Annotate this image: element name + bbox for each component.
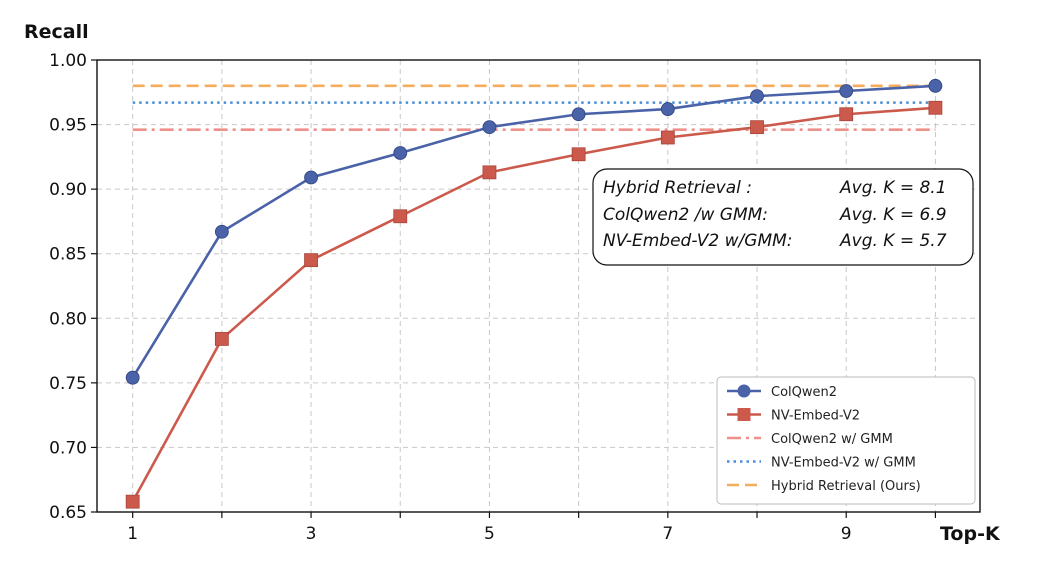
y-tick-label: 0.75	[49, 374, 87, 394]
ticks: 0.65 0.70 0.75 0.80 0.85 0.90 0.95 1.00 1 3 5 7 9	[49, 51, 937, 544]
point-colqwen2	[928, 78, 943, 93]
y-tick-label: 0.85	[49, 245, 87, 265]
grid	[97, 60, 980, 512]
point-colqwen2	[660, 102, 675, 116]
x-tick-label: 5	[484, 524, 495, 544]
legend-label-nv-embed-v2-w-gmm: NV-Embed-V2 w/ GMM	[771, 456, 916, 471]
legend-frame	[716, 376, 976, 505]
annotation-method-nvembed-gmm: NV-Embed-V2 w/GMM:	[603, 231, 793, 251]
y-tick-label: 0.95	[49, 116, 87, 136]
x-axis-title: Top-K	[940, 523, 1001, 545]
point-nv-embed-v2	[393, 209, 408, 224]
legend-label-colqwen2: ColQwen2	[771, 385, 837, 400]
y-tick-label: 0.70	[49, 438, 87, 458]
series	[125, 78, 943, 509]
x-tick-label: 1	[127, 524, 138, 544]
y-tick-label: 1.00	[49, 51, 87, 71]
x-tick-label: 7	[662, 524, 673, 544]
point-nv-embed-v2	[750, 120, 764, 135]
point-nv-embed-v2	[304, 253, 318, 268]
point-nv-embed-v2	[928, 100, 943, 115]
annotation-frame	[592, 168, 974, 266]
annotation-avg-hybrid: Avg. K = 8.1	[839, 178, 947, 198]
point-nv-embed-v2	[125, 494, 140, 509]
point-colqwen2	[304, 170, 318, 185]
series-line-nv-embed-v2	[131, 106, 936, 503]
point-colqwen2	[125, 370, 140, 385]
annotation-avg-colqwen2-gmm: Avg. K = 6.9	[839, 205, 947, 225]
point-nv-embed-v2	[660, 130, 675, 145]
y-axis-title: Recall	[24, 21, 89, 43]
y-tick-label: 0.90	[49, 180, 87, 200]
point-colqwen2	[482, 120, 497, 135]
avg-k-annotation-box: Hybrid Retrieval : Avg. K = 8.1 ColQwen2…	[592, 168, 974, 266]
legend-marker-nv-embed-v2	[737, 408, 751, 421]
point-colqwen2	[393, 146, 408, 160]
point-colqwen2	[750, 89, 764, 104]
series-line-colqwen2	[131, 84, 936, 379]
annotation-method-colqwen2-gmm: ColQwen2 /w GMM:	[603, 205, 768, 225]
plot-frame	[96, 59, 981, 513]
point-nv-embed-v2	[839, 107, 854, 122]
y-tick-label: 0.80	[49, 309, 87, 329]
legend-label-colqwen2-w-gmm: ColQwen2 w/ GMM	[771, 432, 893, 447]
reference-lines	[132, 84, 936, 132]
x-tick-label: 3	[306, 524, 317, 544]
point-colqwen2	[214, 224, 229, 239]
point-nv-embed-v2	[214, 332, 229, 346]
legend-label-hybrid-retrieval-ours: Hybrid Retrieval (Ours)	[771, 479, 921, 494]
legend-marker-colqwen2	[737, 384, 751, 398]
y-tick-label: 0.65	[49, 503, 87, 523]
point-nv-embed-v2	[571, 147, 586, 162]
annotation-avg-nvembed-gmm: Avg. K = 5.7	[839, 231, 947, 251]
annotation-method-hybrid: Hybrid Retrieval :	[603, 178, 752, 198]
x-tick-label: 9	[841, 524, 852, 544]
legend-label-nv-embed-v2: NV-Embed-V2	[771, 409, 860, 424]
point-nv-embed-v2	[482, 165, 497, 180]
point-colqwen2	[571, 107, 586, 122]
legend: ColQwen2 NV-Embed-V2 ColQwen2 w/ GMM NV-Emb…	[716, 376, 976, 505]
point-colqwen2	[839, 84, 854, 98]
